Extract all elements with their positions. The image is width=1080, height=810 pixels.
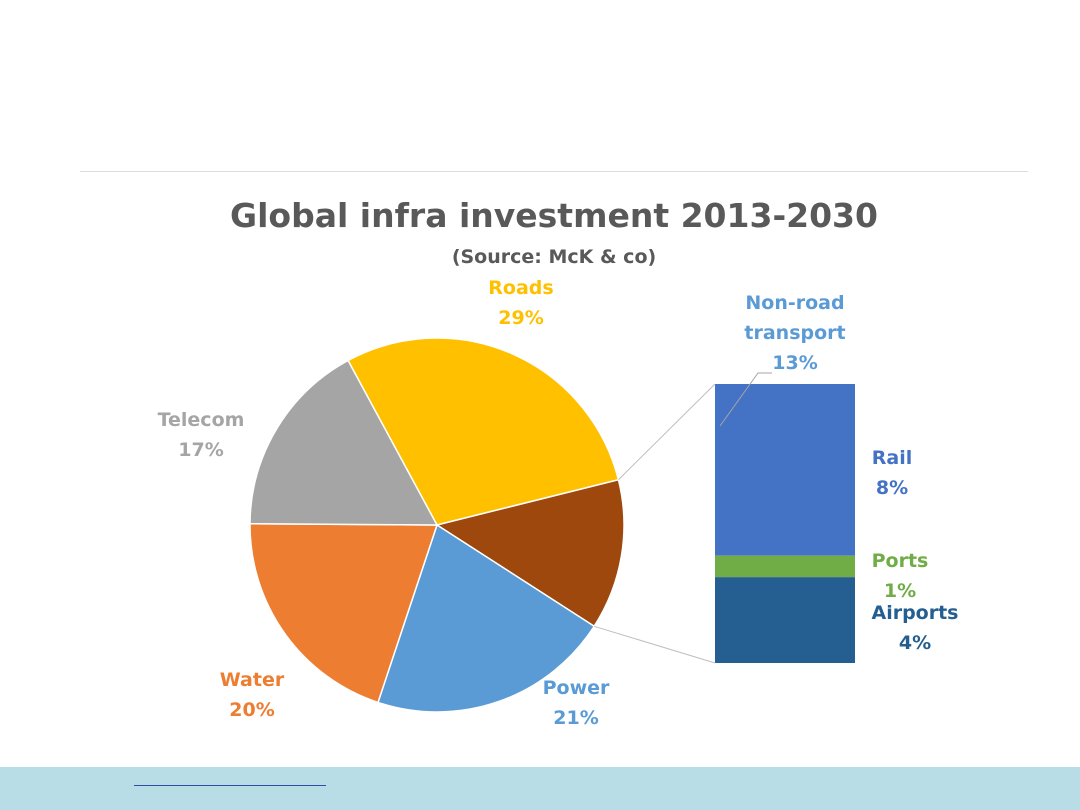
data-label-rail: Rail 8% bbox=[872, 447, 912, 499]
pie-slice-non-road-transport bbox=[435, 478, 625, 628]
leader-line-non-road-transport bbox=[719, 372, 772, 427]
footer-link[interactable] bbox=[134, 785, 326, 786]
connector-line-top bbox=[618, 383, 716, 481]
data-label-telecom: Telecom 17% bbox=[158, 409, 245, 461]
pie-slice-power bbox=[377, 523, 596, 713]
bar-segment-airports bbox=[715, 577, 855, 663]
data-label-ports: Ports 1% bbox=[872, 550, 929, 602]
pie-slice-telecom bbox=[249, 359, 439, 526]
data-label-water: Water 20% bbox=[220, 669, 285, 721]
data-label-non-road-transport: Non-road transport 13% bbox=[744, 292, 845, 374]
pie-slice-water bbox=[249, 522, 439, 704]
data-label-power: Power 21% bbox=[543, 677, 610, 729]
bar-segment-ports bbox=[715, 555, 855, 578]
connector-line-bottom bbox=[594, 625, 716, 664]
data-label-airports: Airports 4% bbox=[871, 602, 958, 654]
pie-of-bar-chart: Roads 29% Non-road transport 13% Power 21% Wate… bbox=[158, 277, 959, 729]
title-divider bbox=[80, 171, 1028, 172]
pie-slice-roads bbox=[347, 337, 620, 526]
chart-subtitle: (Source: McK & co) bbox=[451, 246, 657, 268]
data-label-roads: Roads 29% bbox=[488, 277, 553, 329]
bar-segment-rail bbox=[715, 384, 855, 556]
footer-bar bbox=[0, 767, 1080, 810]
chart-title: Global infra investment 2013-2030 bbox=[230, 196, 878, 235]
